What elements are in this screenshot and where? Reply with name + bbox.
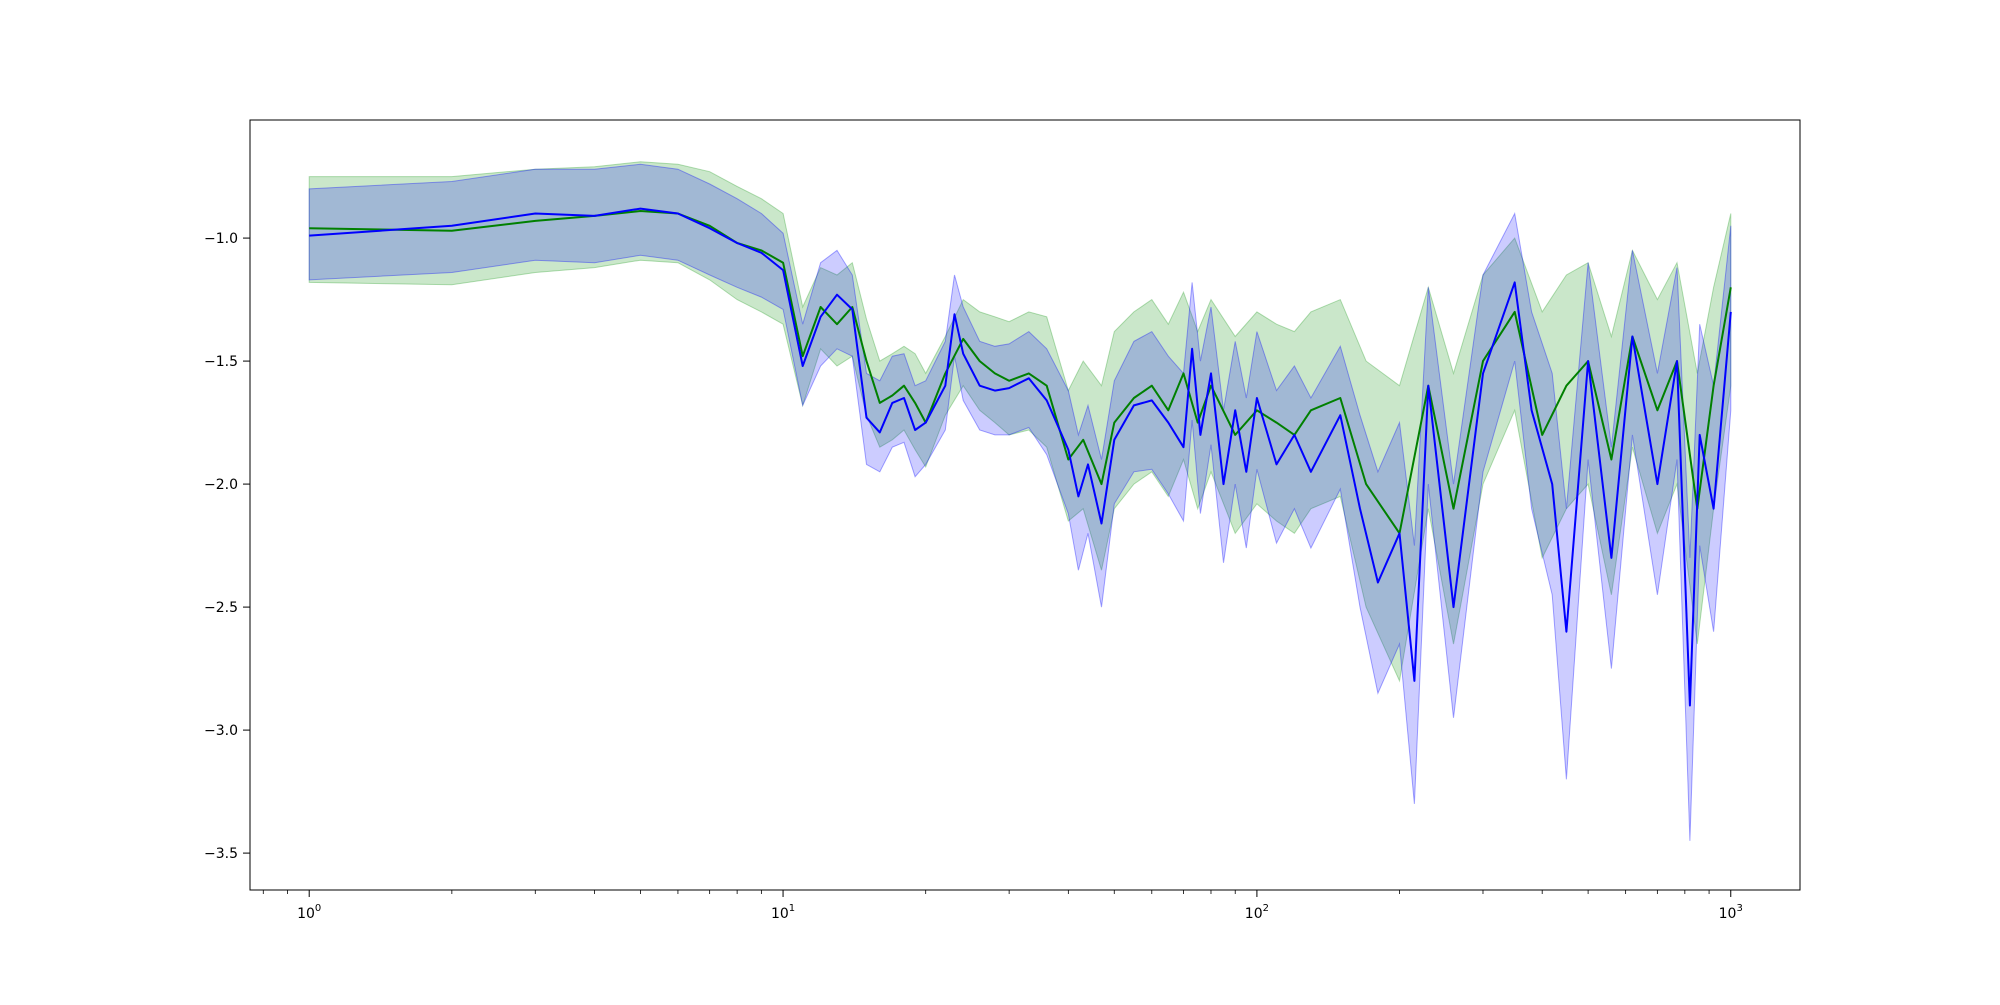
series-2-line (309, 207, 1732, 707)
y-tick-label: −2.0 (204, 477, 238, 493)
y-tick-label: −2.5 (204, 600, 238, 616)
y-tick-label: −3.5 (204, 846, 238, 862)
y-tick-label: −1.5 (204, 354, 238, 370)
y-tick-label: −3.0 (204, 723, 238, 739)
series-1-band (308, 161, 1732, 683)
x-tick-label: 102 (1245, 903, 1269, 922)
y-axis: −1.0 −1.5 −2.0 −2.5 −3.0 −3.5 (204, 231, 250, 862)
x-tick-label: 101 (771, 903, 795, 922)
series-lines (309, 207, 1732, 707)
series-2-band (308, 163, 1732, 841)
confidence-bands (308, 161, 1732, 841)
plot-area-frame (249, 119, 1801, 891)
x-axis: 100 101 102 103 (262, 890, 1743, 922)
y-tick-label: −1.0 (204, 231, 238, 247)
x-tick-label: 100 (297, 903, 321, 922)
x-tick-label: 103 (1719, 903, 1743, 922)
